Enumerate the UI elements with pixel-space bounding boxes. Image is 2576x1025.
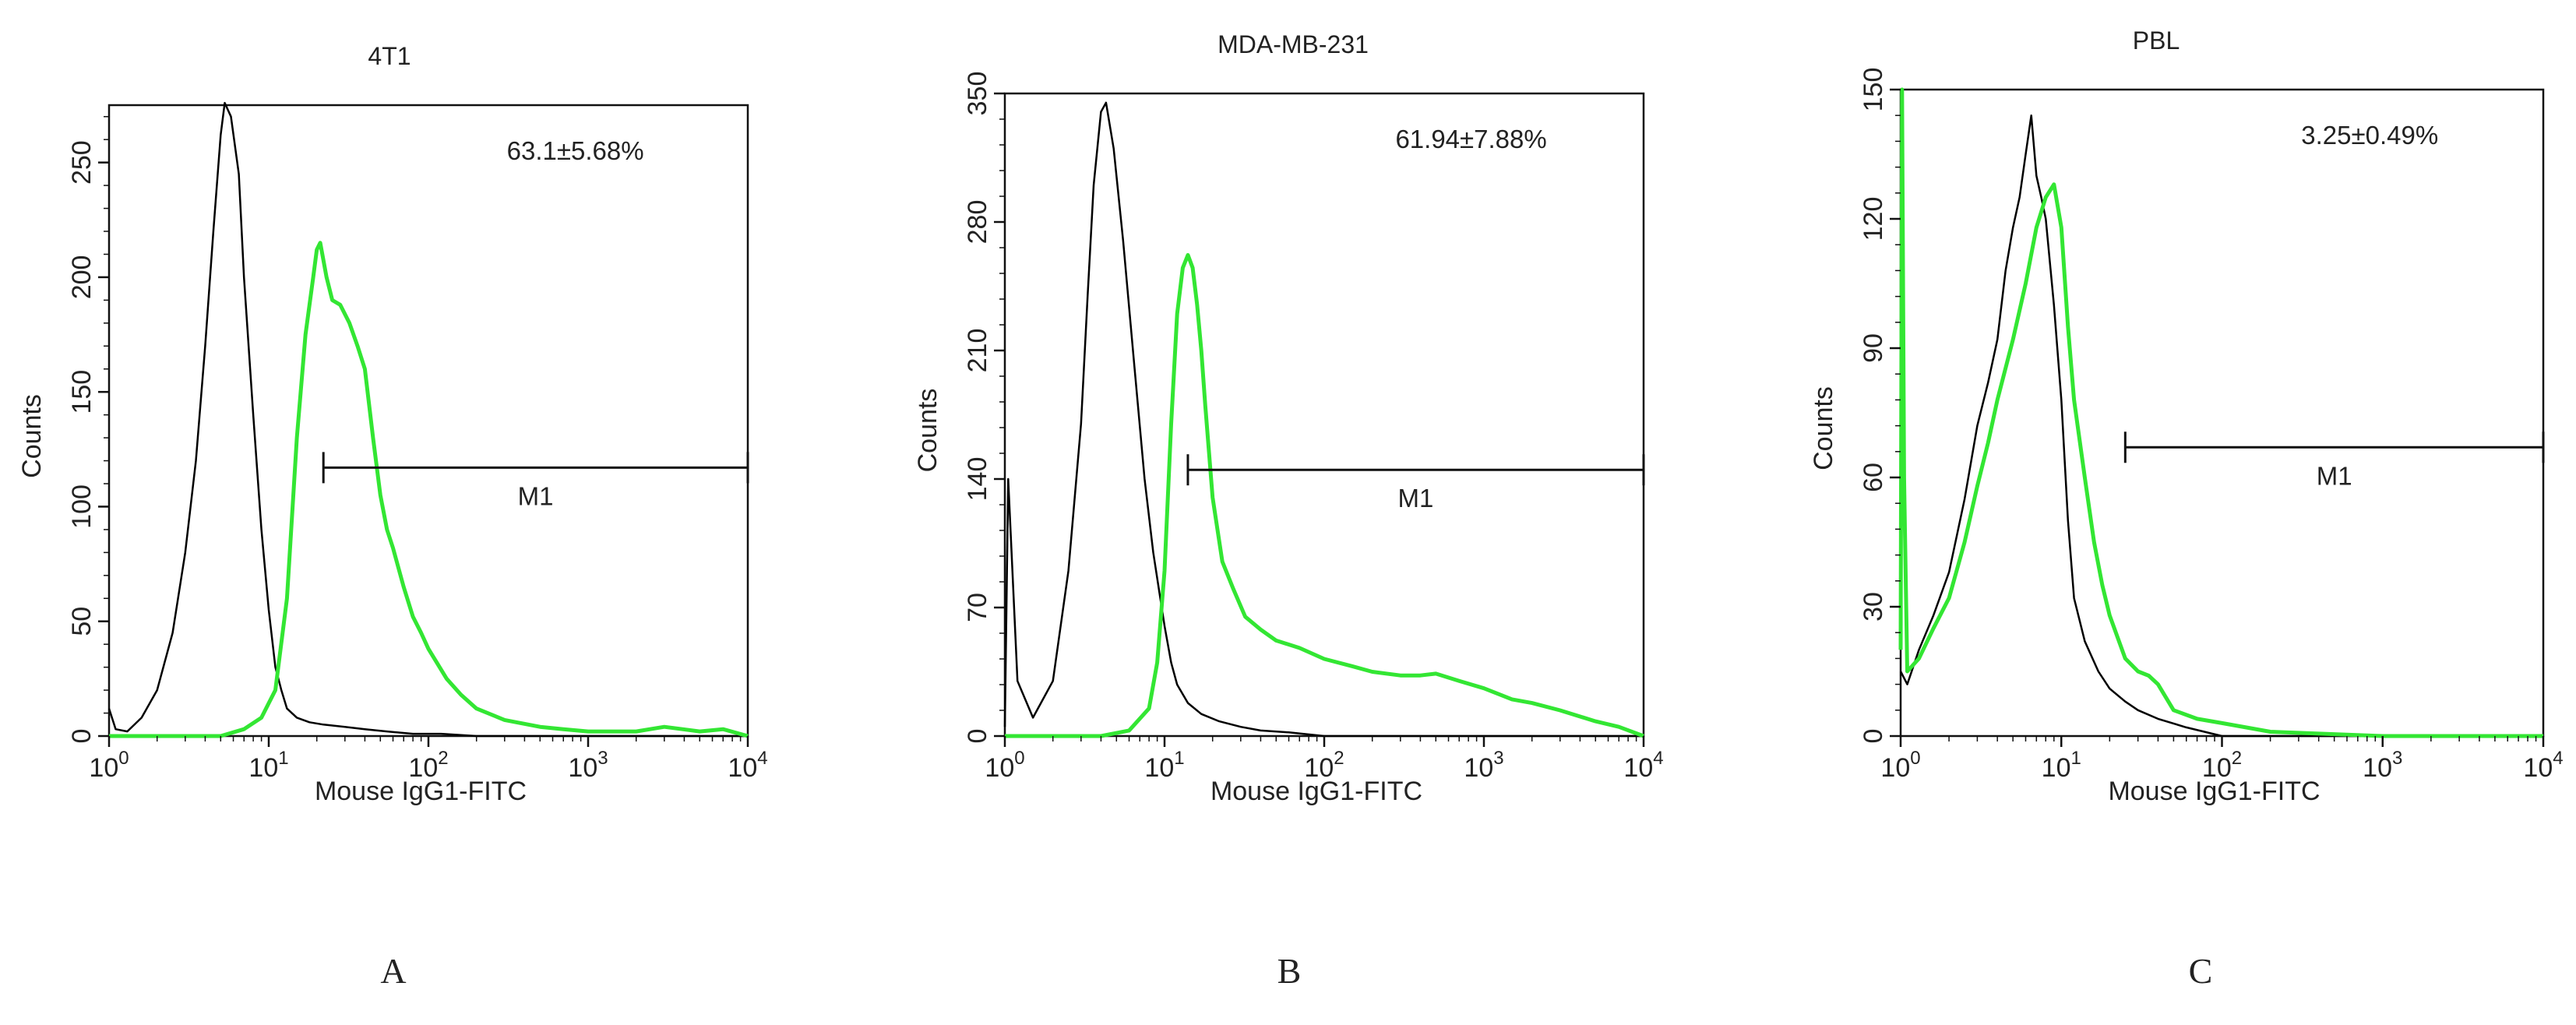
panel-letter: B xyxy=(1277,951,1302,991)
gate-marker-m1: M1 xyxy=(322,452,749,510)
plot-frame xyxy=(1003,92,1645,738)
y-tick-label: 100 xyxy=(67,484,97,529)
plot-frame xyxy=(107,104,749,738)
y-tick-label: 350 xyxy=(963,72,992,116)
gate-marker-label: M1 xyxy=(518,481,554,510)
panel-title: PBL xyxy=(2133,26,2180,55)
isotype-control-histogram xyxy=(107,101,748,738)
x-tick-label: 101 xyxy=(248,748,288,783)
antibody-histogram xyxy=(109,241,749,738)
plot-frame xyxy=(1899,88,2545,738)
y-tick-label: 70 xyxy=(963,593,992,622)
y-tick-label: 60 xyxy=(1859,463,1888,492)
x-tick-label: 103 xyxy=(568,748,608,783)
panel-letter: A xyxy=(380,951,406,991)
positive-percentage-label: 61.94±7.88% xyxy=(1395,125,1546,153)
y-tick-label: 150 xyxy=(1859,68,1888,112)
y-tick-label: 30 xyxy=(1859,592,1888,622)
x-tick-label: 104 xyxy=(2523,748,2563,783)
y-tick-label: 0 xyxy=(1859,729,1888,744)
y-tick-label: 200 xyxy=(67,255,97,300)
x-tick-label: 101 xyxy=(2042,748,2081,783)
x-tick-label: 100 xyxy=(1880,748,1920,783)
y-axis-label: Counts xyxy=(913,389,943,473)
antibody-histogram xyxy=(1005,252,1644,738)
x-tick-label: 100 xyxy=(89,748,129,783)
x-axis-label: Mouse IgG1-FITC xyxy=(2108,777,2320,806)
y-tick-label: 50 xyxy=(67,607,97,636)
x-axis-label: Mouse IgG1-FITC xyxy=(315,777,527,806)
y-tick-label: 0 xyxy=(963,729,992,744)
isotype-control-histogram xyxy=(1003,101,1644,738)
y-axis-label: Counts xyxy=(1809,386,1838,470)
x-tick-label: 104 xyxy=(728,748,767,783)
gate-marker-label: M1 xyxy=(1398,484,1434,512)
histogram-panel-b: MDA-MB-231 0 70 140 210 280 350 100 101 102 103 104… xyxy=(913,30,1664,991)
panel-letter: C xyxy=(2189,951,2213,991)
gate-marker-m1: M1 xyxy=(1186,454,1645,512)
panel-title: 4T1 xyxy=(368,42,411,70)
positive-percentage-label: 3.25±0.49% xyxy=(2301,121,2438,150)
histogram-panel-c: PBL 0 30 60 90 120 150 100 101 102 103 104 Mouse IgG… xyxy=(1809,26,2564,991)
x-tick-label: 104 xyxy=(1623,748,1663,783)
x-tick-label: 100 xyxy=(985,748,1024,783)
isotype-control-histogram xyxy=(1899,114,2543,738)
x-tick-label: 102 xyxy=(408,748,448,783)
positive-percentage-label: 63.1±5.68% xyxy=(507,136,644,165)
y-tick-label: 90 xyxy=(1859,333,1888,363)
y-axis-label: Counts xyxy=(17,394,47,478)
x-tick-label: 101 xyxy=(1144,748,1184,783)
y-tick-label: 0 xyxy=(67,729,97,744)
y-tick-label: 120 xyxy=(1859,197,1888,241)
gate-marker-m1: M1 xyxy=(2123,431,2545,490)
y-tick-label: 210 xyxy=(963,329,992,373)
y-tick-label: 150 xyxy=(67,370,97,414)
gate-marker-label: M1 xyxy=(2317,461,2352,490)
x-tick-label: 102 xyxy=(1304,748,1344,783)
x-tick-label: 103 xyxy=(2363,748,2402,783)
x-tick-label: 102 xyxy=(2202,748,2242,783)
panel-title: MDA-MB-231 xyxy=(1218,30,1369,58)
antibody-histogram xyxy=(1898,87,2543,738)
y-tick-label: 280 xyxy=(963,200,992,245)
y-tick-label: 140 xyxy=(963,457,992,502)
y-tick-label: 250 xyxy=(67,140,97,185)
histogram-panel-a: 4T1 0 50 100 150 200 250 100 101 102 103 104 Mouse I… xyxy=(17,42,768,991)
x-axis-label: Mouse IgG1-FITC xyxy=(1210,777,1422,806)
x-tick-label: 103 xyxy=(1464,748,1503,783)
